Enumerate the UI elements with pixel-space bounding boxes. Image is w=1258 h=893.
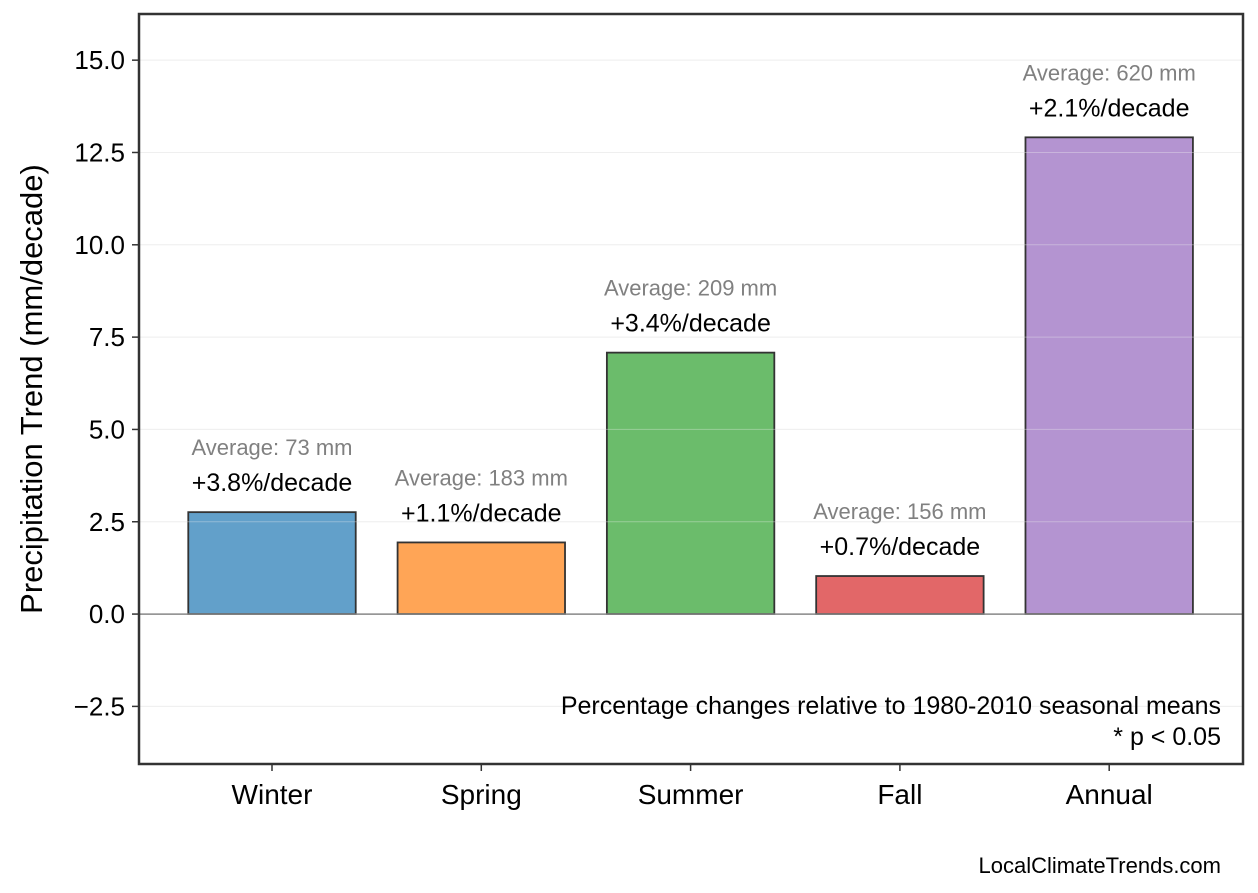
average-label: Average: 73 mm (191, 435, 352, 460)
y-ticks: −2.5 0.0 2.5 5.0 7.5 10.0 12.5 15.0 (74, 45, 139, 721)
note-line-2: * p < 0.05 (1113, 723, 1221, 751)
y-tick-label: 15.0 (74, 45, 125, 75)
x-tick-label: Winter (232, 779, 313, 810)
bar-spring (396, 541, 566, 615)
y-tick-label: −2.5 (74, 691, 125, 721)
footer-credit: LocalClimateTrends.com (979, 853, 1222, 878)
bar-labels: +3.8%/decade Average: 73 mm +1.1%/decade Av… (191, 60, 1195, 561)
x-tick-label: Fall (877, 779, 922, 810)
average-label: Average: 156 mm (813, 499, 986, 524)
y-tick-label: 2.5 (89, 507, 125, 537)
y-tick-label: 7.5 (89, 322, 125, 352)
x-ticks: Winter Spring Summer Fall Annual (232, 764, 1153, 810)
y-axis-label: Precipitation Trend (mm/decade) (14, 164, 49, 614)
percent-label: +0.7%/decade (820, 533, 981, 561)
bar-fall (815, 575, 985, 615)
percent-label: +2.1%/decade (1029, 94, 1190, 122)
average-label: Average: 209 mm (604, 276, 777, 301)
bars (139, 59, 1243, 707)
average-label: Average: 183 mm (395, 465, 568, 490)
percent-label: +3.8%/decade (192, 469, 353, 497)
y-tick-label: 10.0 (74, 230, 125, 260)
bar-annual (1024, 136, 1194, 615)
percent-label: +3.4%/decade (610, 310, 771, 338)
bar-winter (187, 511, 357, 615)
x-tick-label: Annual (1066, 779, 1153, 810)
percent-label: +1.1%/decade (401, 499, 562, 527)
y-tick-label: 5.0 (89, 414, 125, 444)
x-tick-label: Spring (441, 779, 522, 810)
x-tick-label: Summer (638, 779, 744, 810)
y-tick-label: 0.0 (89, 599, 125, 629)
note-line-1: Percentage changes relative to 1980-2010… (561, 692, 1221, 720)
y-tick-label: 12.5 (74, 137, 125, 167)
bar-summer (605, 351, 776, 615)
average-label: Average: 620 mm (1023, 60, 1196, 85)
